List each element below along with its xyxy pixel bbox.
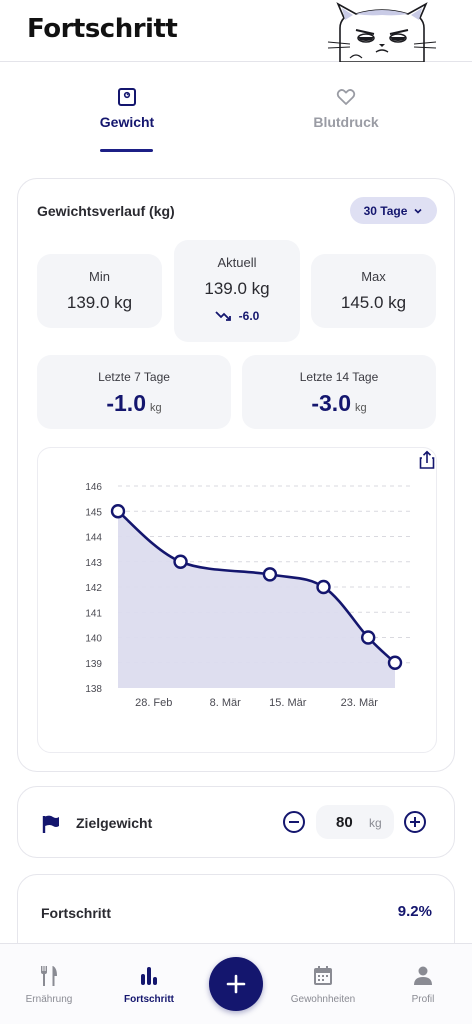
nav-fortschritt[interactable]: Fortschritt	[102, 964, 196, 1005]
period-14-days: Letzte 14 Tage -3.0 kg	[242, 355, 436, 429]
nav-ernaehrung[interactable]: Ernährung	[2, 964, 96, 1005]
y-tick-label: 145	[85, 507, 102, 518]
plus-icon	[226, 974, 246, 994]
active-tab-indicator	[100, 149, 153, 152]
person-icon	[414, 966, 432, 985]
bar-chart-icon	[141, 967, 157, 985]
trend-down-icon	[215, 311, 231, 321]
x-tick-label: 23. Mär	[341, 697, 379, 709]
x-tick-label: 15. Mär	[269, 697, 307, 709]
range-dropdown[interactable]: 30 Tage	[350, 197, 437, 224]
app-header: Fortschritt	[0, 0, 472, 62]
calendar-icon	[314, 966, 332, 985]
progress-value: 9.2%	[397, 903, 432, 920]
stat-current: Aktuell 139.0 kg -6.0	[174, 240, 300, 342]
x-tick-label: 8. Mär	[210, 697, 242, 709]
stat-current-delta-value: -6.0	[238, 309, 260, 323]
nav-profil[interactable]: Profil	[376, 964, 470, 1005]
stat-min-label: Min	[89, 269, 110, 284]
period-7-unit: kg	[150, 402, 162, 414]
y-tick-label: 138	[85, 684, 102, 695]
period-14-label: Letzte 14 Tage	[299, 370, 379, 384]
chevron-down-icon	[414, 208, 422, 214]
nav-profil-label: Profil	[411, 994, 435, 1005]
weight-chart-container: 146 145 144 143 142 141 140 139 138 28. Feb 8. Mär…	[37, 447, 437, 753]
y-tick-label: 144	[85, 533, 102, 544]
y-tick-label: 140	[85, 634, 102, 645]
share-icon[interactable]	[418, 450, 436, 470]
nav-gewohnheiten[interactable]: Gewohnheiten	[276, 964, 370, 1005]
nav-gewohnheiten-label: Gewohnheiten	[290, 994, 356, 1005]
x-tick-label: 28. Feb	[135, 697, 172, 709]
scale-icon	[118, 88, 136, 106]
goal-weight-input[interactable]: 80 kg	[316, 805, 394, 839]
stat-max-value: 145.0 kg	[340, 293, 407, 312]
decrease-goal-button[interactable]	[282, 810, 306, 834]
weight-history-title: Gewichtsverlauf (kg)	[37, 203, 175, 219]
stat-current-label: Aktuell	[217, 255, 257, 270]
stat-current-delta: -6.0	[174, 309, 300, 323]
area-fill	[118, 511, 395, 688]
fork-knife-icon	[41, 966, 57, 986]
goal-weight-card: Zielgewicht 80 kg	[17, 786, 455, 858]
y-tick-label: 141	[85, 608, 102, 619]
heart-icon	[336, 89, 356, 105]
y-tick-label: 146	[85, 482, 102, 493]
data-point	[316, 579, 331, 595]
y-tick-label: 142	[85, 583, 102, 594]
increase-goal-button[interactable]	[403, 810, 427, 834]
period-7-days: Letzte 7 Tage -1.0 kg	[37, 355, 231, 429]
nav-ernaehrung-label: Ernährung	[25, 994, 73, 1005]
page-title: Fortschritt	[27, 14, 178, 44]
tab-blutdruck-label: Blutdruck	[313, 114, 379, 130]
goal-weight-unit: kg	[369, 816, 382, 830]
tab-gewicht-label: Gewicht	[99, 114, 155, 130]
range-dropdown-label: 30 Tage	[363, 203, 408, 218]
add-entry-button[interactable]	[209, 957, 263, 1011]
flag-icon	[42, 815, 59, 833]
stat-min: Min 139.0 kg	[37, 254, 162, 328]
stat-current-value: 139.0 kg	[204, 279, 270, 298]
period-14-unit: kg	[355, 402, 367, 414]
data-point	[173, 554, 188, 569]
period-7-value: -1.0	[106, 390, 146, 416]
data-point	[110, 504, 126, 519]
tab-blutdruck[interactable]: Blutdruck	[286, 86, 406, 152]
stat-max: Max 145.0 kg	[311, 254, 436, 328]
data-point	[360, 630, 376, 645]
nav-fortschritt-label: Fortschritt	[124, 994, 174, 1005]
progress-label: Fortschritt	[41, 905, 111, 921]
data-point	[387, 655, 403, 670]
y-tick-label: 143	[85, 558, 102, 569]
tab-gewicht[interactable]: Gewicht	[67, 86, 187, 152]
period-14-value: -3.0	[311, 390, 351, 416]
stat-max-label: Max	[361, 269, 386, 284]
data-point	[262, 567, 278, 582]
stat-min-value: 139.0 kg	[66, 293, 133, 312]
period-7-label: Letzte 7 Tage	[98, 370, 170, 384]
y-tick-label: 139	[85, 659, 102, 670]
grumpy-cat-illustration	[327, 2, 437, 62]
goal-weight-label: Zielgewicht	[76, 815, 153, 831]
weight-history-card: Gewichtsverlauf (kg) 30 Tage Min 139.0 k…	[17, 178, 455, 772]
goal-weight-value: 80	[336, 814, 353, 831]
weight-chart: 146 145 144 143 142 141 140 139 138 28. Feb 8. Mär…	[85, 482, 410, 709]
